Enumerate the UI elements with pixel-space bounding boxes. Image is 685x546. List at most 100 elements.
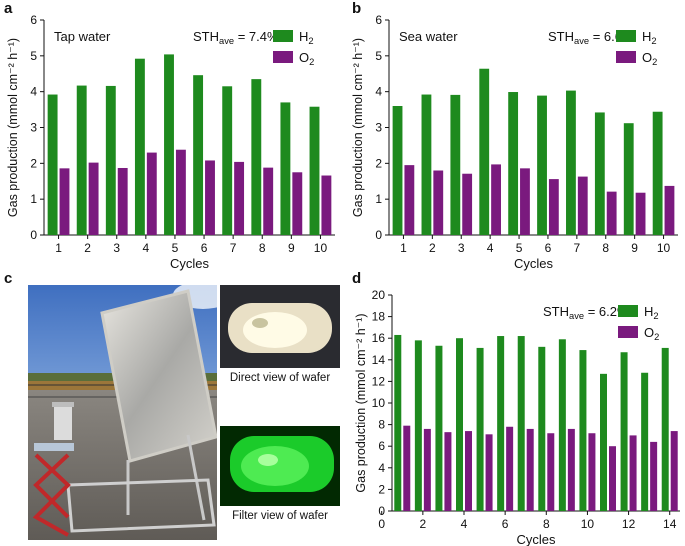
bar-o2 <box>635 192 646 235</box>
y-tick-label: 5 <box>375 49 382 63</box>
bar-h2 <box>497 336 505 511</box>
x-tick-label: 12 <box>622 517 636 531</box>
legend-swatch-o2 <box>273 51 293 63</box>
y-tick-label: 14 <box>372 353 386 367</box>
bar-o2 <box>292 172 303 235</box>
x-tick-label: 8 <box>259 241 266 255</box>
bar-h2 <box>623 123 634 235</box>
y-tick-label: 12 <box>372 374 386 388</box>
legend-swatch-h2 <box>618 305 638 317</box>
bar-o2 <box>175 149 186 235</box>
bar-h2 <box>47 94 58 236</box>
x-tick-label: 8 <box>602 241 609 255</box>
x-tick-label: 1 <box>400 241 407 255</box>
bar-o2 <box>423 428 431 511</box>
bar-h2 <box>566 90 576 235</box>
x-tick-label: 7 <box>230 241 237 255</box>
legend-swatch-o2 <box>618 326 638 338</box>
bar-h2 <box>394 334 402 511</box>
legend-label-o2: O2 <box>642 50 657 67</box>
bar-h2 <box>620 352 628 511</box>
filter-view-caption: Filter view of wafer <box>232 510 328 522</box>
rooftop-photoreactor-photo <box>28 285 217 540</box>
panel-letter-a: a <box>4 0 13 17</box>
bar-h2 <box>251 79 262 235</box>
bar-o2 <box>670 431 678 511</box>
y-tick-label: 4 <box>375 85 382 99</box>
panel-letter-b: b <box>352 0 362 17</box>
legend-label-h2: H2 <box>642 29 657 46</box>
x-tick-label: 9 <box>288 241 295 255</box>
direct-view-caption: Direct view of wafer <box>229 372 331 384</box>
x-axis-title: Cycles <box>516 532 556 546</box>
y-tick-label: 2 <box>378 482 385 496</box>
y-tick-label: 1 <box>30 192 37 206</box>
x-tick-label: 6 <box>502 517 509 531</box>
y-tick-label: 16 <box>372 331 386 345</box>
x-tick-label: 5 <box>172 241 179 255</box>
legend-swatch-o2 <box>616 51 636 63</box>
bar-h2 <box>421 94 432 236</box>
bar-o2 <box>629 435 637 511</box>
bar-h2 <box>594 112 605 235</box>
bar-o2 <box>567 428 575 511</box>
bar-o2 <box>433 170 444 235</box>
bar-h2 <box>450 94 461 236</box>
x-tick-label: 4 <box>487 241 494 255</box>
x-tick-label: 2 <box>420 517 427 531</box>
x-tick-label: 5 <box>516 241 523 255</box>
bar-h2 <box>280 102 291 236</box>
bar-o2 <box>506 426 514 511</box>
sth-annotation: STHave = 7.4% <box>193 29 279 46</box>
bar-h2 <box>558 339 566 511</box>
bar-o2 <box>520 168 530 235</box>
x-axis-title: Cycles <box>170 256 210 271</box>
x-tick-label: 10 <box>657 241 671 255</box>
y-tick-label: 0 <box>375 228 382 242</box>
y-tick-label: 3 <box>30 121 37 135</box>
bar-o2 <box>444 432 452 511</box>
legend-label-h2: H2 <box>299 29 314 46</box>
x-tick-label: 4 <box>461 517 468 531</box>
bar-o2 <box>321 175 332 235</box>
y-tick-label: 4 <box>378 461 385 475</box>
bar-o2 <box>548 179 559 235</box>
bar-o2 <box>146 152 157 235</box>
y-tick-label: 18 <box>372 310 386 324</box>
x-tick-label: 8 <box>543 517 550 531</box>
x-tick-label: 0 <box>378 517 385 531</box>
direct-view-wafer-photo <box>220 285 340 368</box>
bar-o2 <box>462 173 473 235</box>
bar-o2 <box>606 191 617 235</box>
bar-o2 <box>117 167 128 235</box>
legend-swatch-h2 <box>273 30 293 42</box>
y-tick-label: 6 <box>378 439 385 453</box>
x-tick-label: 4 <box>143 241 150 255</box>
filter-view-wafer-photo <box>220 426 340 506</box>
bar-h2 <box>517 336 525 511</box>
legend-label-o2: O2 <box>299 50 314 67</box>
bar-o2 <box>234 161 245 235</box>
x-tick-label: 10 <box>314 241 328 255</box>
chart-d-long-term: 0246810121416182002468101214CyclesGas pr… <box>354 288 680 546</box>
x-tick-label: 7 <box>574 241 581 255</box>
bar-o2 <box>88 162 99 235</box>
y-axis-title: Gas production (mmol cm⁻² h⁻¹) <box>351 38 365 217</box>
bar-h2 <box>164 54 174 236</box>
bar-h2 <box>476 347 484 511</box>
bar-h2 <box>538 346 546 511</box>
legend-swatch-h2 <box>616 30 636 42</box>
legend-label-o2: O2 <box>644 325 659 342</box>
bar-h2 <box>456 338 463 511</box>
bar-h2 <box>435 345 443 511</box>
y-tick-label: 5 <box>30 49 37 63</box>
bar-h2 <box>134 58 145 236</box>
bar-h2 <box>537 95 547 235</box>
x-tick-label: 1 <box>55 241 62 255</box>
rooftop-photoreactor-illustration <box>28 285 217 540</box>
bar-o2 <box>465 431 472 511</box>
legend-label-h2: H2 <box>644 304 659 321</box>
bar-h2 <box>661 347 669 511</box>
filter-view-wafer-illustration <box>220 426 340 506</box>
y-tick-label: 0 <box>30 228 37 242</box>
